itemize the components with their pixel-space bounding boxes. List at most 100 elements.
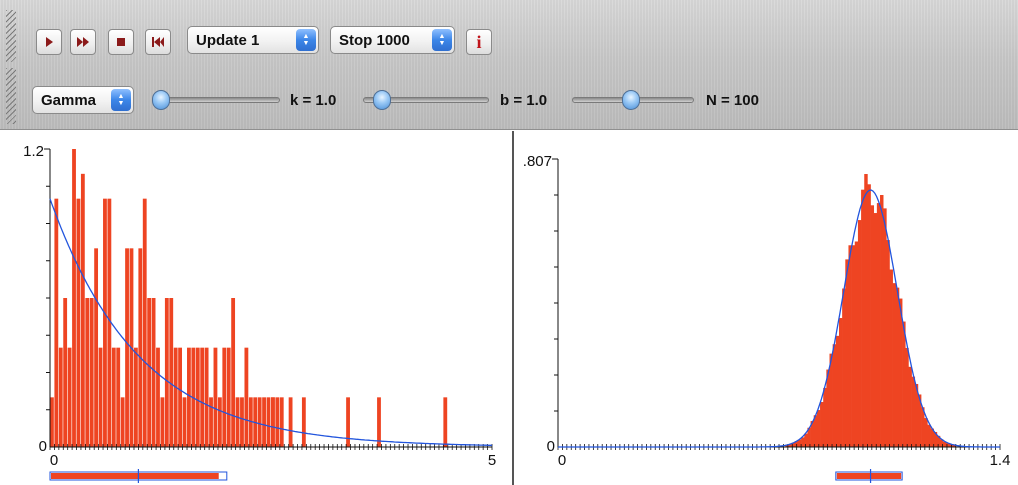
histogram-bar bbox=[940, 439, 944, 447]
x-axis-max-label: 5 bbox=[488, 452, 496, 469]
k-slider-track[interactable] bbox=[152, 97, 280, 103]
stop-button[interactable] bbox=[108, 29, 134, 55]
histogram-bar bbox=[816, 410, 821, 447]
play-icon bbox=[46, 37, 53, 47]
histogram-bar bbox=[857, 220, 862, 447]
histogram-bar bbox=[845, 259, 849, 447]
histogram-bar bbox=[266, 397, 271, 447]
histogram-bar bbox=[810, 421, 815, 447]
histogram-bar bbox=[864, 174, 868, 447]
toolbar: Update 1 ▲ ▼ Stop 1000 ▲ ▼ i Gamma ▲ ▼ k = … bbox=[0, 0, 1018, 130]
histogram-bar bbox=[217, 397, 222, 447]
b-slider-knob[interactable] bbox=[373, 90, 391, 110]
histogram-bar bbox=[851, 245, 856, 447]
histogram-bar bbox=[829, 353, 833, 447]
histogram-bar bbox=[151, 298, 156, 447]
histogram-bar bbox=[213, 347, 218, 447]
x-axis-min-label: 0 bbox=[558, 452, 566, 469]
x-axis-min-label: 0 bbox=[50, 452, 58, 469]
histogram-bar bbox=[943, 441, 947, 447]
y-axis-zero-label: 0 bbox=[39, 438, 47, 455]
histogram-bar bbox=[156, 347, 160, 447]
fast-forward-icon bbox=[77, 37, 89, 47]
histogram-bar bbox=[178, 347, 182, 447]
histogram-bar bbox=[200, 347, 205, 447]
histogram-bar bbox=[160, 397, 165, 447]
histogram-bar bbox=[895, 287, 900, 447]
histogram-bar bbox=[838, 318, 843, 447]
histogram-bar bbox=[72, 149, 76, 447]
play-button[interactable] bbox=[36, 29, 62, 55]
histogram-bar bbox=[788, 444, 792, 447]
y-axis-max-label: .807 bbox=[523, 153, 552, 170]
fast-forward-button[interactable] bbox=[70, 29, 96, 55]
update-select[interactable]: Update 1 ▲ ▼ bbox=[187, 26, 319, 54]
histogram-bar bbox=[248, 397, 253, 447]
histogram-bar bbox=[111, 347, 116, 447]
histogram-bar bbox=[889, 269, 893, 447]
histogram-bar bbox=[346, 397, 350, 447]
y-axis-zero-label: 0 bbox=[547, 438, 555, 455]
range-indicator-fill bbox=[836, 473, 902, 479]
popup-arrows-icon: ▲ ▼ bbox=[432, 29, 452, 51]
histogram-bar bbox=[58, 347, 63, 447]
histogram-bar bbox=[946, 443, 950, 447]
toolbar-grip-bottom[interactable] bbox=[6, 68, 16, 124]
k-slider-label: k = 1.0 bbox=[290, 92, 337, 109]
histogram-bar bbox=[880, 194, 884, 447]
histogram-bar bbox=[89, 298, 94, 447]
reset-button[interactable] bbox=[145, 29, 171, 55]
histogram-bar bbox=[933, 431, 938, 447]
histogram-bar bbox=[116, 347, 121, 447]
histogram-bar bbox=[807, 427, 811, 447]
histogram-bar bbox=[288, 397, 293, 447]
histogram-bar bbox=[204, 347, 209, 447]
histogram-bar bbox=[244, 347, 249, 447]
b-slider-label: b = 1.0 bbox=[500, 92, 548, 109]
histogram-plot-right: .807 0 0 1.4 bbox=[516, 131, 1018, 485]
distribution-select[interactable]: Gamma ▲ ▼ bbox=[32, 86, 134, 114]
histogram-bar bbox=[883, 208, 887, 447]
histogram-bar bbox=[377, 397, 381, 447]
histogram-bar bbox=[867, 184, 871, 447]
toolbar-grip-top[interactable] bbox=[6, 10, 16, 62]
k-slider-knob[interactable] bbox=[152, 90, 170, 110]
histogram-plot-left: 1.2 0 0 5 bbox=[0, 131, 514, 485]
histogram-bar bbox=[930, 428, 934, 447]
histogram-bar bbox=[142, 198, 147, 447]
histogram-bar bbox=[820, 402, 824, 447]
histogram-bar bbox=[873, 213, 878, 447]
histogram-bar bbox=[240, 397, 244, 447]
info-icon: i bbox=[476, 31, 482, 52]
histogram-bar bbox=[898, 298, 903, 447]
histogram-bar bbox=[125, 248, 129, 447]
update-select-value: Update 1 bbox=[196, 31, 260, 49]
histogram-bar bbox=[905, 347, 909, 447]
histogram-bar bbox=[182, 397, 187, 447]
histogram-bar bbox=[785, 445, 789, 447]
histogram-bar bbox=[138, 248, 143, 447]
stop-select[interactable]: Stop 1000 ▲ ▼ bbox=[330, 26, 455, 54]
histogram-bar bbox=[169, 298, 174, 447]
histogram-bar bbox=[927, 424, 931, 447]
histogram-bar bbox=[262, 397, 266, 447]
histogram-bar bbox=[103, 198, 107, 447]
b-slider-track[interactable] bbox=[363, 97, 489, 103]
histogram-bar bbox=[222, 347, 227, 447]
histogram-bar bbox=[85, 298, 90, 447]
histogram-bar bbox=[861, 189, 865, 447]
histogram-bar bbox=[257, 397, 262, 447]
histogram-bar bbox=[279, 397, 284, 447]
n-slider-knob[interactable] bbox=[622, 90, 640, 110]
info-button[interactable]: i bbox=[466, 29, 492, 55]
histogram-bar bbox=[842, 288, 846, 447]
density-curve bbox=[49, 198, 492, 446]
histogram-bar bbox=[275, 397, 280, 447]
histogram-bar bbox=[235, 397, 240, 447]
histogram-bar bbox=[797, 439, 802, 447]
histogram-bar bbox=[50, 397, 54, 447]
histogram-bar bbox=[67, 347, 72, 447]
popup-arrows-icon: ▲ ▼ bbox=[111, 89, 131, 111]
histogram-bar bbox=[226, 347, 231, 447]
histogram-bar bbox=[209, 397, 213, 447]
